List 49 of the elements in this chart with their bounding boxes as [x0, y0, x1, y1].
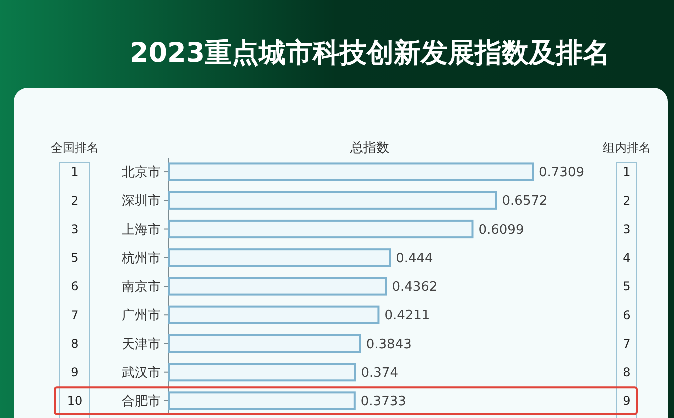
data-label: 0.374	[361, 366, 398, 381]
y-tick-label: 南京市	[122, 280, 161, 296]
text: 4	[623, 251, 631, 266]
y-tick-label: 广州市	[122, 308, 161, 324]
text: 8	[71, 336, 79, 351]
text: 7	[71, 308, 79, 322]
y-tick-label: 杭州市	[121, 251, 161, 266]
text: 9	[71, 366, 79, 380]
bar	[168, 392, 356, 410]
data-label: 0.6099	[478, 222, 524, 238]
bar	[168, 277, 388, 296]
text: 1	[623, 165, 631, 180]
text: 组内排名	[603, 141, 651, 155]
text: 3	[623, 222, 631, 236]
data-label: 0.444	[396, 251, 434, 266]
y-tick-label: 武汉市	[122, 366, 161, 381]
text: 2	[71, 194, 79, 208]
x-axis-title: 总指数	[350, 141, 390, 156]
y-tick-label: 合肥市	[122, 394, 161, 410]
data-label: 0.4211	[384, 308, 430, 324]
text: 6	[71, 280, 79, 294]
y-tick-label: 上海市	[122, 222, 161, 238]
text: 5	[71, 251, 79, 266]
bar	[168, 363, 356, 382]
data-label: 0.6572	[502, 194, 548, 210]
y-tick-label: 北京市	[122, 166, 161, 181]
text: 全国排名	[51, 141, 99, 155]
text: 9	[623, 394, 631, 408]
bar	[168, 220, 474, 239]
text: 8	[623, 366, 631, 380]
text: 1	[71, 165, 79, 180]
data-label: 0.7309	[539, 166, 584, 181]
y-tick-label: 深圳市	[122, 194, 161, 210]
data-label: 0.4362	[392, 280, 438, 296]
text: 10	[67, 394, 83, 408]
data-label: 0.3843	[366, 337, 412, 352]
chart-title: 2023重点城市科技创新发展指数及排名	[130, 38, 610, 69]
text: 3	[71, 222, 79, 236]
text: 6	[623, 308, 631, 322]
y-tick-label: 天津市	[122, 337, 161, 352]
bar	[168, 248, 392, 268]
text: 7	[623, 336, 631, 351]
bar	[168, 334, 362, 354]
text: 5	[623, 280, 631, 294]
text: 2	[623, 194, 631, 208]
bar	[168, 162, 534, 182]
data-label: 0.3733	[360, 394, 406, 410]
bar	[168, 306, 380, 324]
bar	[168, 191, 498, 210]
